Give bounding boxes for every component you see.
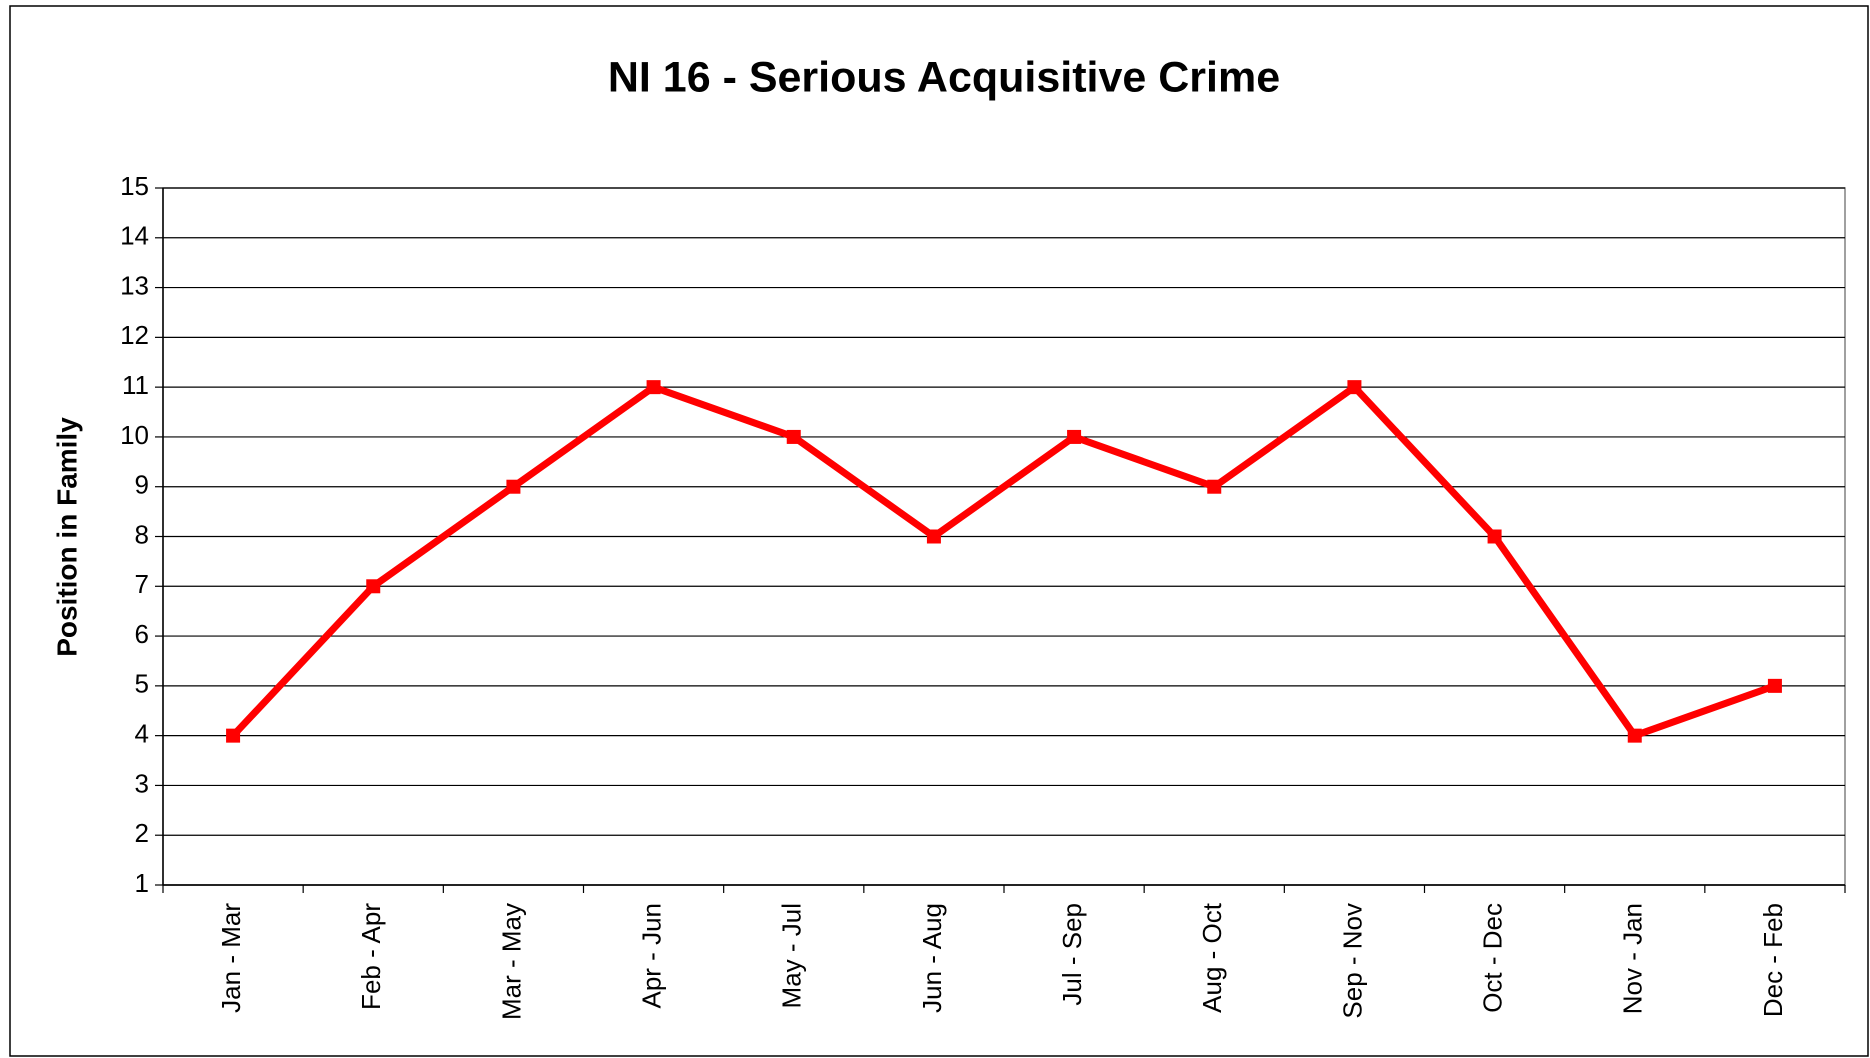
y-tick-label: 1 [135,868,149,898]
y-tick-label: 4 [135,719,149,749]
x-tick-label: Sep - Nov [1337,903,1367,1019]
x-tick-label: Apr - Jun [636,903,666,1009]
data-point [1627,728,1642,743]
x-tick-label: Jul - Sep [1057,903,1087,1006]
data-point [506,479,521,494]
data-point [646,380,661,395]
x-tick-label: Aug - Oct [1197,902,1227,1013]
y-tick-label: 5 [135,669,149,699]
x-tick-label: May - Jul [777,903,807,1008]
x-tick-label: Dec - Feb [1758,903,1788,1017]
data-point [786,429,801,444]
chart-title: NI 16 - Serious Acquisitive Crime [608,53,1280,101]
data-line [230,382,1777,740]
y-tick-label: 9 [135,470,149,500]
x-tick-label: Oct - Dec [1477,903,1507,1013]
data-point [366,579,381,594]
y-tick-label: 8 [135,519,149,549]
y-tick-label: 15 [120,171,149,201]
y-tick-label: 2 [135,818,149,848]
x-tick-label: Mar - May [496,903,526,1020]
y-tick-label: 10 [120,420,149,450]
y-tick-label: 7 [135,569,149,599]
data-point [1207,479,1222,494]
x-tick-label: Nov - Jan [1618,903,1648,1014]
data-point [226,728,241,743]
data-point [926,529,941,544]
data-point [1487,529,1502,544]
y-tick-label: 3 [135,768,149,798]
x-tick-label: Feb - Apr [356,903,386,1010]
y-axis-label: Position in Family [51,417,82,657]
y-tick-label: 13 [120,270,149,300]
x-tick-label: Jun - Aug [917,903,947,1013]
data-point [1067,429,1082,444]
x-tick-label: Jan - Mar [216,903,246,1013]
y-tick-label: 6 [135,619,149,649]
y-tick-label: 12 [120,320,149,350]
data-point [1347,380,1362,395]
y-tick-label: 11 [122,370,149,400]
data-point [1767,678,1782,693]
y-tick-label: 14 [120,221,149,251]
